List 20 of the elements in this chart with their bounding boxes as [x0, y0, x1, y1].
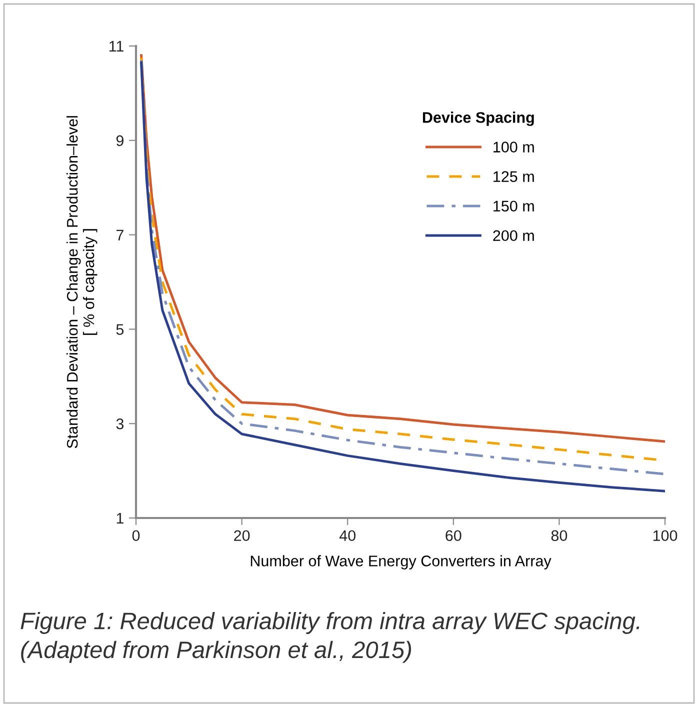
legend-label: 200 m: [493, 230, 534, 242]
y-tick-label: 9: [116, 135, 124, 146]
y-tick-label: 7: [116, 230, 124, 240]
y-tick-label: 11: [109, 41, 124, 52]
legend-title: Device Spacing: [422, 112, 534, 126]
legend-label: 100 m: [494, 142, 534, 152]
x-axis-title: Number of Wave Energy Converters in Array: [250, 555, 552, 570]
y-tick-label: 5: [116, 324, 124, 335]
x-tick-label: 40: [339, 530, 356, 542]
x-tick-label: 80: [551, 530, 568, 542]
x-tick-label: 60: [446, 530, 462, 542]
x-tick-label: 100: [653, 530, 678, 542]
legend-label: 150 m: [494, 200, 534, 212]
y-tick-label: 1: [116, 513, 124, 524]
x-tick-label: 20: [234, 530, 250, 542]
x-tick-label: 0: [132, 530, 140, 542]
legend-label: 125 m: [494, 171, 534, 182]
y-tick-label: 3: [116, 418, 124, 430]
y-axis-title: Standard Deviation – Change in Production–level [ % of capacity ]: [66, 116, 98, 448]
caption: Figure 1: Reduced variability from intra array WEC spacing. (Adapted from Parkinson et al., 2015): [20, 612, 640, 663]
